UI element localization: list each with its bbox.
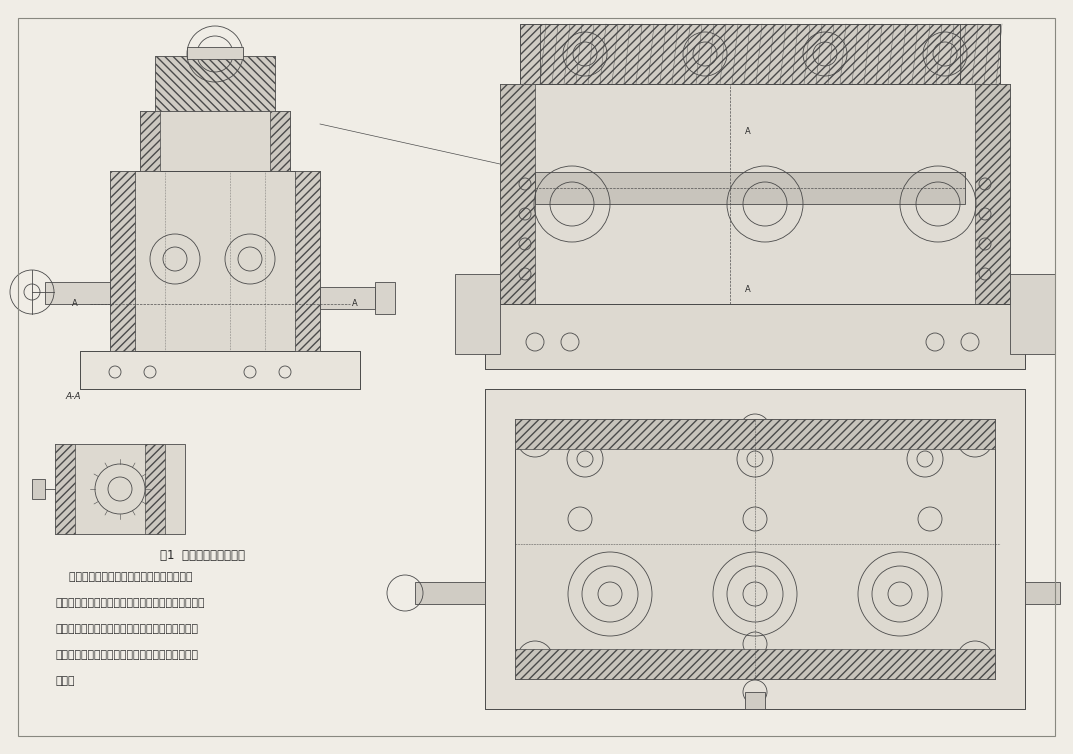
Bar (139, 111, 290, 171)
Bar (111, 171, 320, 351)
Text: 工件。: 工件。 (55, 676, 74, 686)
Bar (295, 171, 320, 351)
Bar (145, 444, 165, 534)
Bar (155, 56, 275, 111)
Bar (515, 419, 995, 449)
Bar (485, 304, 1025, 369)
Bar (374, 282, 395, 314)
Bar (485, 389, 1025, 709)
Text: 孔。工件以底平面、侧面和盖板平面为定位基准，在: 孔。工件以底平面、侧面和盖板平面为定位基准，在 (55, 598, 205, 608)
Bar (515, 419, 995, 679)
Bar (187, 47, 242, 59)
Bar (745, 692, 765, 709)
Bar (520, 24, 1000, 84)
Text: 本夹具用于在摇臂钻床上加工后托架的三杠: 本夹具用于在摇臂钻床上加工后托架的三杠 (55, 572, 192, 582)
Bar (80, 351, 361, 389)
Bar (111, 171, 320, 351)
Bar (515, 649, 995, 679)
Bar (320, 287, 374, 309)
Text: A: A (72, 299, 78, 308)
Bar (32, 479, 45, 499)
Bar (415, 582, 485, 604)
Bar (55, 444, 75, 534)
Bar (139, 111, 290, 171)
Bar (45, 282, 111, 304)
Bar (485, 304, 1025, 369)
Text: 图1  三杠孔加工钻床夹具: 图1 三杠孔加工钻床夹具 (160, 549, 245, 562)
Bar (80, 351, 361, 389)
Bar (515, 419, 995, 679)
Text: A-A: A-A (65, 392, 80, 401)
Bar (1010, 274, 1055, 354)
Bar (975, 84, 1010, 304)
Text: 支承钉和止推板上实现完全定位。为使工件装夹可: 支承钉和止推板上实现完全定位。为使工件装夹可 (55, 624, 199, 634)
Bar (500, 84, 1010, 304)
Bar (455, 274, 500, 354)
Text: A: A (745, 127, 751, 136)
Bar (155, 56, 275, 111)
Bar (55, 444, 185, 534)
Text: A: A (352, 299, 358, 308)
Bar (111, 171, 135, 351)
Bar (270, 111, 290, 171)
Bar (535, 172, 965, 204)
Bar (1025, 582, 1060, 604)
Bar (500, 84, 535, 304)
Bar (520, 24, 1000, 84)
Text: 靠，采用了辅助支承。采用手动螺旋压板机构夹紧: 靠，采用了辅助支承。采用手动螺旋压板机构夹紧 (55, 650, 199, 660)
Bar (139, 111, 160, 171)
Bar (485, 389, 1025, 709)
Bar (500, 84, 1010, 304)
Text: A: A (745, 285, 751, 294)
